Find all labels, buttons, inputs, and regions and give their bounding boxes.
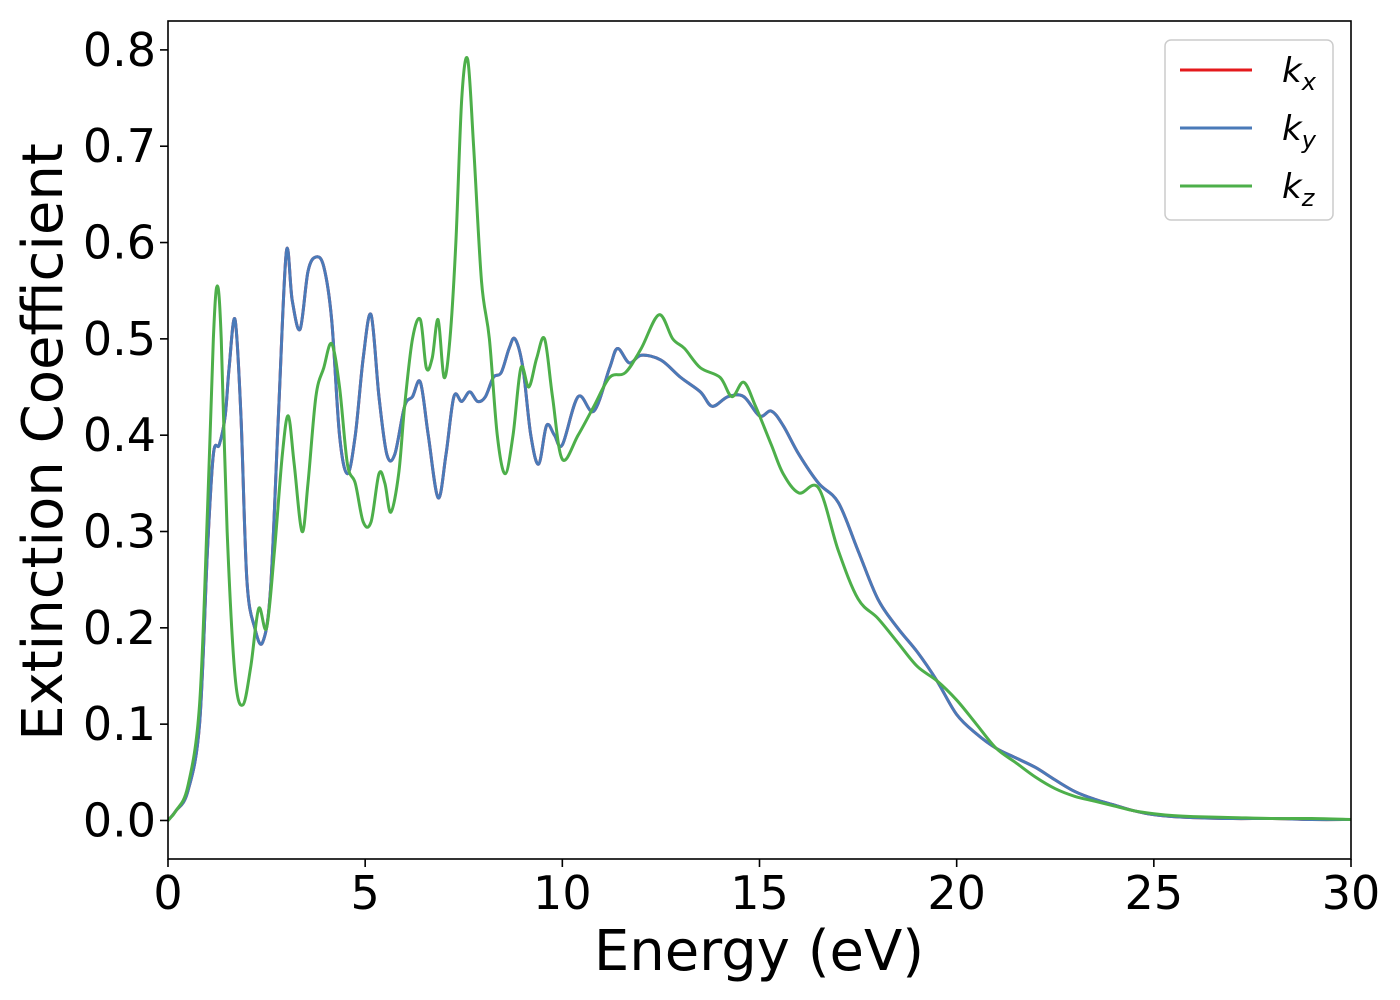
y-tick-label: 0.1 bbox=[83, 697, 156, 751]
series-line-kz bbox=[168, 56, 1351, 822]
y-axis-label: Extinction Coefficient bbox=[11, 143, 76, 741]
x-tick-label: 15 bbox=[730, 866, 789, 920]
x-tick-label: 5 bbox=[351, 866, 380, 920]
legend-label-kx: kx bbox=[1282, 51, 1317, 96]
y-axis: 0.0 0.1 0.2 0.3 0.4 0.5 0.6 0.7 0.8 bbox=[83, 23, 168, 847]
y-tick-label: 0.6 bbox=[83, 216, 156, 270]
x-axis: 0 5 10 15 20 25 30 bbox=[153, 859, 1380, 920]
x-tick-label: 10 bbox=[533, 866, 592, 920]
x-tick-label: 0 bbox=[153, 866, 182, 920]
legend: kx ky kz bbox=[1164, 39, 1334, 221]
y-tick-label: 0.7 bbox=[83, 119, 156, 173]
y-tick-label: 0.0 bbox=[83, 793, 156, 847]
x-tick-label: 25 bbox=[1125, 866, 1184, 920]
legend-label-kz: kz bbox=[1282, 167, 1316, 212]
series-line-ky bbox=[168, 246, 1351, 822]
y-tick-label: 0.3 bbox=[83, 505, 156, 559]
legend-box bbox=[1164, 39, 1334, 221]
legend-label-ky: ky bbox=[1282, 109, 1317, 154]
x-axis-label: Energy (eV) bbox=[594, 919, 924, 984]
y-tick-label: 0.2 bbox=[83, 601, 156, 655]
y-tick-label: 0.4 bbox=[83, 408, 156, 462]
y-tick-label: 0.5 bbox=[83, 312, 156, 366]
series-line-kx bbox=[168, 246, 1351, 822]
x-tick-label: 20 bbox=[927, 866, 986, 920]
y-tick-label: 0.8 bbox=[83, 23, 156, 77]
x-tick-label: 30 bbox=[1322, 866, 1381, 920]
